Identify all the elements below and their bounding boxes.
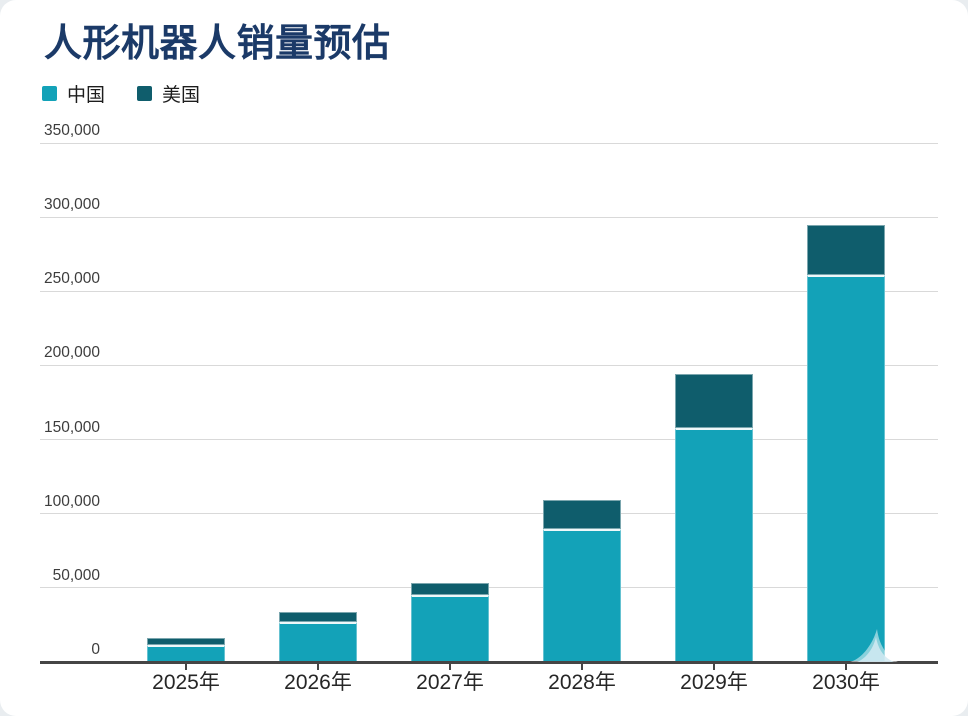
y-axis-tick-label: 0 <box>91 641 100 658</box>
x-axis-label-2028年: 2028年 <box>548 671 616 694</box>
x-axis-label-2026年: 2026年 <box>284 671 352 694</box>
x-axis-tick <box>185 662 187 670</box>
gridline-150000 <box>40 439 938 441</box>
y-axis-tick-label: 250,000 <box>43 270 100 288</box>
bar-2030年-usa-segment <box>807 224 885 275</box>
x-axis-line <box>40 660 938 664</box>
y-axis-tick-label: 300,000 <box>43 196 100 214</box>
gridline-200000 <box>40 364 938 366</box>
x-axis-label-2025年: 2025年 <box>152 671 220 694</box>
legend-item-usa: 美国 <box>137 80 200 107</box>
x-axis-label-2030年: 2030年 <box>812 671 880 694</box>
legend: 中国 美国 <box>42 80 200 107</box>
x-axis-tick <box>317 662 319 670</box>
bar-2025年-china-segment <box>147 644 225 662</box>
x-axis-label-2027年: 2027年 <box>416 671 484 694</box>
gridline-250000 <box>40 290 938 292</box>
y-axis-tick-label: 150,000 <box>43 418 100 436</box>
bar-2029年-usa-segment <box>675 373 753 428</box>
bar-2026年-china-segment <box>279 621 357 662</box>
bar-2027年-usa-segment <box>411 583 489 596</box>
gridline-100000 <box>40 513 938 515</box>
bar-2026年-usa-segment <box>279 611 357 622</box>
usa-legend-swatch-icon <box>137 86 153 101</box>
x-axis-tick <box>581 662 583 670</box>
bar-2028年-china-segment <box>543 528 621 662</box>
bar-2030年-china-segment <box>807 274 885 662</box>
y-axis-tick-label: 200,000 <box>43 344 100 362</box>
gridline-350000 <box>40 142 938 144</box>
legend-item-china: 中国 <box>42 80 105 107</box>
y-axis-tick-label: 350,000 <box>43 122 100 139</box>
legend-label-usa: 美国 <box>162 85 201 106</box>
x-axis-label-2029年: 2029年 <box>680 671 748 694</box>
gridline-50000 <box>40 587 938 589</box>
x-axis-tick <box>845 662 847 670</box>
legend-label-china: 中国 <box>67 85 106 106</box>
bar-2025年-usa-segment <box>147 638 225 645</box>
china-legend-swatch-icon <box>42 86 57 101</box>
x-axis-tick <box>713 662 715 670</box>
x-axis-tick <box>449 662 451 670</box>
gridline-300000 <box>40 216 938 218</box>
chart-title: 人形机器人销量预估 <box>44 23 391 65</box>
bar-2027年-china-segment <box>411 595 489 662</box>
y-axis-tick-label: 50,000 <box>52 566 100 584</box>
bar-2028年-usa-segment <box>543 499 621 529</box>
bar-2029年-china-segment <box>675 427 753 662</box>
y-axis-tick-label: 100,000 <box>43 492 100 510</box>
